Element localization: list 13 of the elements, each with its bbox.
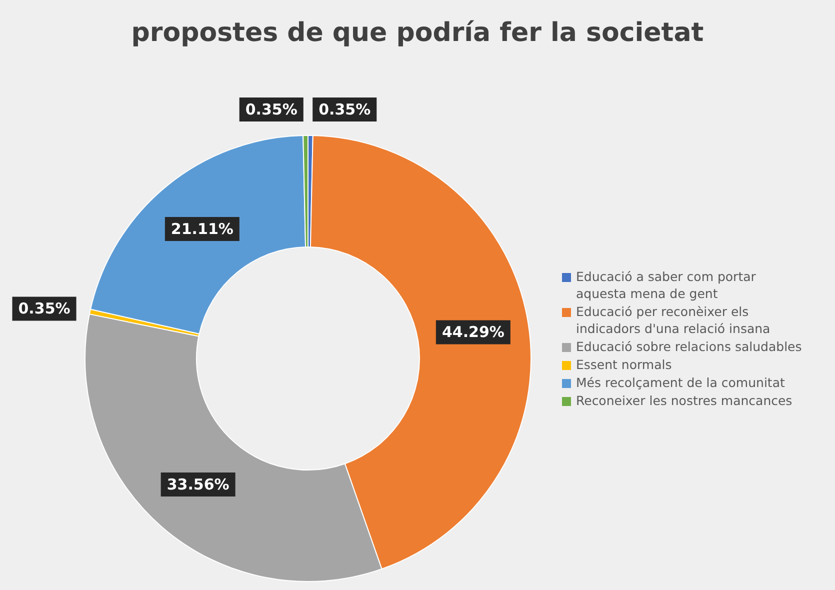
data-label: 0.35% [318, 100, 371, 118]
chart-title: propostes de que podría fer la societat [131, 18, 704, 48]
data-label: 44.29% [442, 323, 504, 342]
legend-label: Educació a saber com portar aquesta mena de gent [576, 268, 757, 302]
data-label: 33.56% [166, 475, 230, 494]
legend-label: Més recolçament de la comunitat [576, 374, 785, 391]
legend-label: Reconeixer les nostres mancances [576, 392, 792, 409]
data-label: 0.35% [18, 300, 70, 318]
data-label: 21.11% [170, 220, 234, 238]
data-label: 0.35% [245, 100, 298, 118]
legend-label: Educació per reconèixer els indicadors d'una relació insana [576, 303, 772, 337]
legend-label: Essent normals [576, 356, 672, 373]
legend-label: Educació sobre relacions saludables [576, 338, 802, 355]
